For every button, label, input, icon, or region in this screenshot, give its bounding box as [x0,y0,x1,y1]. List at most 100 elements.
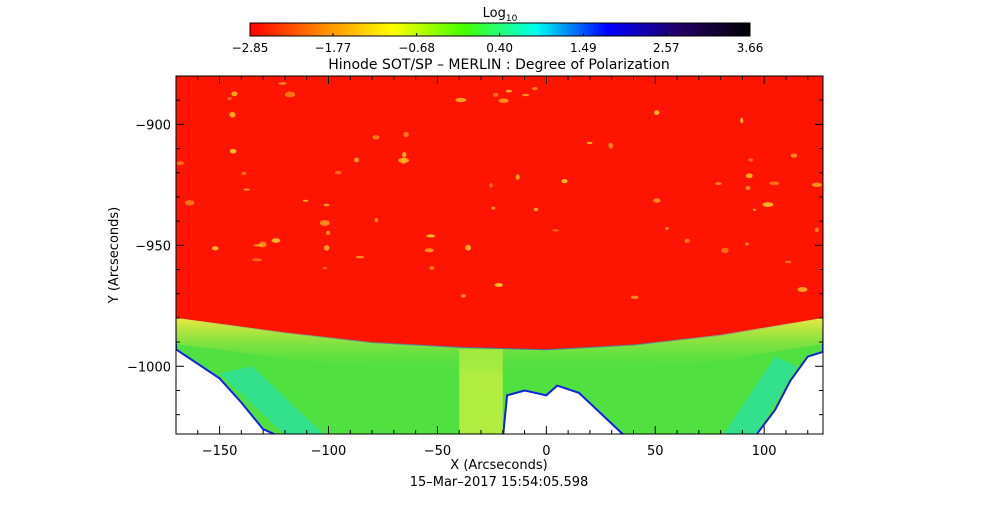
bright-point [355,255,365,259]
bright-point [494,283,503,287]
bright-point [811,182,822,187]
x-axis: −150 −100 −50 0 50 100 [197,76,809,459]
x-tick-label: −150 [202,444,238,459]
chart-title: Hinode SOT/SP – MERLIN : Degree of Polar… [328,57,670,73]
colorbar-tick-label: 1.49 [570,41,597,55]
colorbar-ticks: −2.85 −1.77 −0.68 0.40 1.49 2.57 3.66 [232,33,764,55]
y-tick-label: −950 [135,239,171,254]
bright-point [322,267,327,270]
y-axis: −900 −950 −1000 [127,75,823,416]
edge-tint-left [219,366,324,434]
bright-point [814,227,819,233]
bright-point [790,153,798,158]
bright-point [748,158,754,162]
y-tick-label: −900 [135,118,171,133]
bright-point [465,244,471,251]
limb-band [176,317,823,376]
bright-point [284,91,296,98]
bright-point [653,198,661,203]
bright-point [715,182,722,186]
colorbar-label: Log10 [483,6,518,24]
on-disk-region [176,76,823,350]
bright-point [176,161,185,166]
bright-point [684,238,690,243]
bright-point [227,96,232,101]
bright-point [762,202,774,207]
bright-points [176,82,822,299]
x-tick-label: −100 [311,444,347,459]
bright-point [745,185,751,191]
bright-point [302,199,309,202]
bright-point [271,238,281,243]
bright-point [785,260,792,264]
bright-point [184,200,195,206]
bright-point [493,92,499,97]
bright-point [721,247,729,254]
bright-point [424,248,434,253]
bright-point [505,89,512,93]
bright-point [354,157,359,163]
bright-point [429,266,434,270]
bright-point [372,135,380,140]
bright-point [752,208,757,212]
x-tick-label: 0 [542,444,550,459]
bright-point [374,217,379,223]
bright-point [797,287,808,292]
bright-point [551,229,559,232]
bright-point [258,241,267,248]
bright-point [402,151,407,158]
bright-point [229,148,237,154]
bright-point [211,246,219,251]
edge-tint-right [723,356,797,434]
bright-point [229,111,236,118]
x-axis-label: X (Arcseconds) [450,458,547,473]
bright-point [630,295,639,299]
bright-point [326,230,331,235]
bright-point [243,188,250,191]
colorbar-label-sub: 10 [506,14,518,24]
bright-point [769,181,780,186]
y-axis-label: Y (Arcseconds) [107,207,122,304]
colorbar: Log10 −2.85 −1.77 −0.68 0.40 1.49 2.57 3.66 [232,6,764,55]
bright-point [323,245,330,251]
bright-point [532,86,538,91]
bright-point [515,174,520,180]
bright-point [608,142,613,149]
bright-point [745,173,753,179]
bright-point [403,131,409,138]
bright-point [231,91,238,97]
bright-point [323,203,330,207]
timestamp: 15–Mar–2017 15:54:05.598 [410,475,589,490]
bright-point [241,171,247,176]
plot-area [176,76,823,434]
colorbar-tick-label: 0.40 [486,41,513,55]
colorbar-tick-label: −1.77 [315,41,352,55]
bright-point [745,242,749,246]
x-tick-label: −50 [424,444,451,459]
colorbar-tick-label: −0.68 [398,41,435,55]
bright-point [489,183,493,188]
bright-point [426,234,435,238]
bright-point [251,258,262,262]
bright-point [319,220,330,226]
bright-point [740,117,744,124]
colorbar-label-base: Log [483,6,506,21]
x-tick-label: 50 [647,444,664,459]
bright-point [491,206,496,210]
bright-point [398,157,409,163]
bright-point [278,82,287,85]
y-tick-label: −1000 [127,360,171,375]
bright-point [334,171,342,175]
bright-point [498,98,509,103]
bright-point [586,141,593,145]
colorbar-tick-label: 3.66 [737,41,764,55]
bright-point [654,110,660,116]
bright-point [665,227,669,230]
colorbar-tick-label: −2.85 [232,41,269,55]
bright-point [461,294,466,298]
plot-frame [175,75,824,435]
x-tick-label: 100 [752,444,777,459]
bright-point [561,179,568,184]
bright-point [522,93,529,97]
